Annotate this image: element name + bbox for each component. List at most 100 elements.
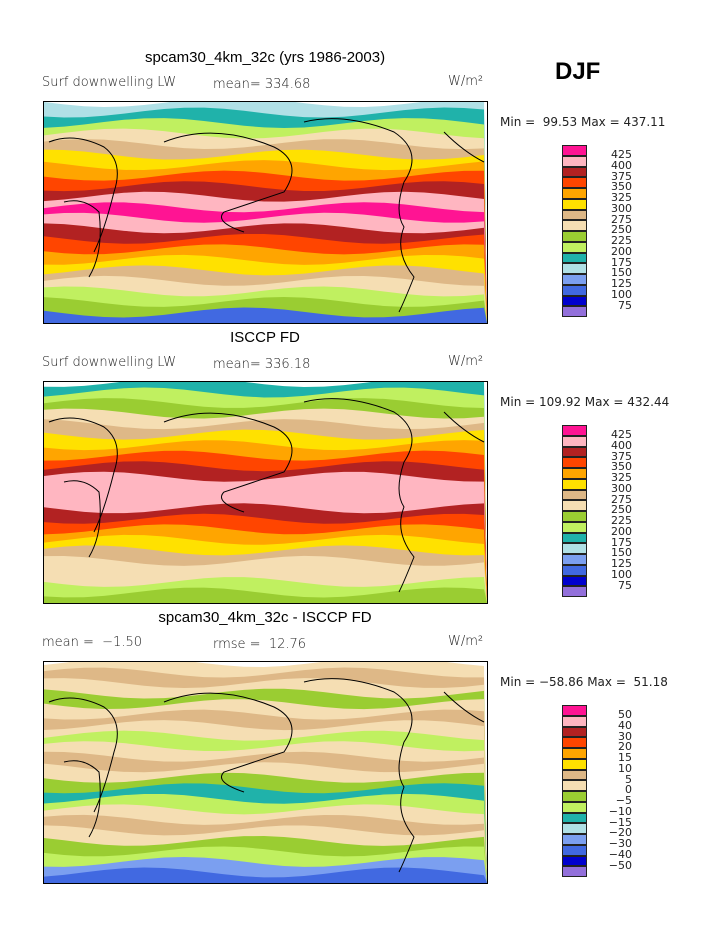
colorbar-swatch [562,554,587,565]
colorbar-swatch [562,866,587,877]
colorbar-tick-label: 175 [611,255,632,269]
colorbar-tick-label: 400 [611,158,632,172]
colorbar-swatch [562,769,587,781]
colorbar-swatch [562,489,587,501]
panel-mid-label: rmse = 12.76 [213,637,307,652]
colorbar-swatch [562,155,587,167]
colorbar-swatch [562,284,587,296]
colorbar-tick-label: 425 [611,148,632,161]
colorbar-swatch [562,478,587,490]
colorbar-swatch [562,425,587,436]
colorbar-swatch [562,511,587,522]
colorbar-tick-label: 250 [611,503,632,517]
panel-mid-label: mean= 336.18 [213,357,311,372]
colorbar-labels: 425 400 375 350 325 300 275 250 225 200 175 150 125 1… [592,429,632,592]
colorbar-tick-label: 100 [611,567,632,581]
contour-map [43,381,488,604]
map-fill [44,662,487,883]
colorbar-swatch [562,834,587,845]
colorbar [562,705,587,877]
panel-title: spcam30_4km_32c (yrs 1986-2003) [144,49,386,66]
contour-map [43,101,488,324]
panel-mid-label: mean= 334.68 [213,77,311,92]
colorbar-swatch [562,274,587,285]
colorbar-tick-label: −50 [608,858,632,872]
colorbar-tick-label: −5 [615,794,632,807]
panel-left-label: Surf downwelling LW [42,75,177,90]
colorbar-tick-label: 150 [611,546,632,560]
colorbar-tick-label: 200 [611,244,632,258]
colorbar-tick-label: 225 [611,234,632,247]
colorbar-tick-label: 30 [618,729,632,743]
panel-left-label: Surf downwelling LW [42,355,177,370]
min-max-label: Min = 109.92 Max = 432.44 [500,395,670,409]
colorbar-tick-label: 400 [611,438,632,452]
colorbar-swatch [562,145,587,156]
colorbar-tick-label: 350 [611,460,632,474]
colorbar-swatch [562,231,587,242]
colorbar-swatch [562,446,587,458]
colorbar-tick-label: 125 [611,557,632,570]
contour-band [44,587,487,603]
colorbar-tick-label: 325 [611,191,632,204]
colorbar-labels: 425 400 375 350 325 300 275 250 225 200 175 150 125 1… [592,148,632,312]
map-fill [44,102,487,323]
colorbar-tick-label: 275 [611,492,632,506]
colorbar-swatch [562,564,587,576]
colorbar-tick-label: 125 [611,277,632,290]
colorbar-tick-label: 225 [611,514,632,527]
units-label: W/m² [448,74,484,89]
season-label: DJF [555,58,601,85]
colorbar-swatch [562,844,587,856]
colorbar-swatch [562,737,587,748]
colorbar-tick-label: 75 [618,578,632,592]
colorbar-tick-label: 15 [618,751,632,764]
colorbar-swatch [562,468,587,479]
colorbar-swatch [562,748,587,759]
colorbar-tick-label: −20 [608,826,632,840]
colorbar-tick-label: 0 [625,783,632,797]
colorbar-swatch [562,543,587,554]
colorbar-tick-label: −10 [608,804,632,818]
units-label: W/m² [448,354,484,369]
colorbar-swatch [562,758,587,770]
colorbar-tick-label: 40 [618,718,632,732]
colorbar-swatch [562,166,587,178]
colorbar-tick-label: 20 [618,740,632,754]
panel-title: spcam30_4km_32c - ISCCP FD [158,609,372,626]
colorbar-swatch [562,791,587,802]
colorbar-swatch [562,306,587,317]
colorbar-tick-label: 75 [618,298,632,312]
units-label: W/m² [448,634,484,649]
colorbar-labels: 50 40 30 20 15 10 5 0 −5 −10 −15 −20 −30 −40 −50 [592,708,632,872]
coastline [48,398,485,593]
coastline [48,118,485,313]
colorbar [562,425,587,597]
colorbar-tick-label: −40 [608,847,632,861]
colorbar-swatch [562,209,587,221]
colorbar-tick-label: 300 [611,481,632,495]
colorbar-swatch [562,855,587,867]
panel-title: ISCCP FD [230,329,300,346]
colorbar-swatch [562,705,587,716]
colorbar-swatch [562,241,587,253]
colorbar-tick-label: 200 [611,524,632,538]
colorbar-swatch [562,575,587,587]
colorbar-tick-label: 375 [611,169,632,183]
colorbar-tick-label: 100 [611,287,632,301]
min-max-label: Min = 99.53 Max = 437.11 [500,115,666,129]
colorbar-swatch [562,198,587,210]
colorbar-swatch [562,521,587,533]
min-max-label: Min = −58.86 Max = 51.18 [500,675,668,689]
map-fill [44,382,487,603]
contour-band [44,867,487,883]
colorbar-swatch [562,188,587,199]
colorbar-tick-label: 50 [618,708,632,721]
colorbar-tick-label: 250 [611,223,632,237]
colorbar-swatch [562,586,587,597]
colorbar-tick-label: 375 [611,449,632,463]
contour-map [43,661,488,884]
contour-band [44,307,487,323]
colorbar-swatch [562,532,587,544]
colorbar-tick-label: 5 [625,772,632,786]
